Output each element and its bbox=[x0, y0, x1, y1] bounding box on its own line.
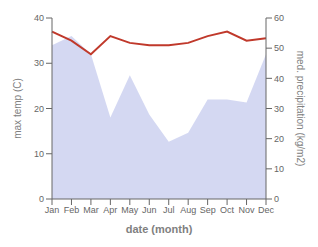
svg-text:max temp (C): max temp (C) bbox=[12, 78, 23, 139]
svg-text:40: 40 bbox=[34, 13, 44, 23]
svg-text:20: 20 bbox=[274, 134, 284, 144]
svg-text:40: 40 bbox=[274, 74, 284, 84]
svg-text:60: 60 bbox=[274, 13, 284, 23]
svg-text:Feb: Feb bbox=[64, 205, 80, 215]
svg-text:Jun: Jun bbox=[142, 205, 157, 215]
svg-text:Dec: Dec bbox=[258, 205, 275, 215]
svg-text:0: 0 bbox=[39, 194, 44, 204]
svg-text:50: 50 bbox=[274, 43, 284, 53]
svg-text:Jul: Jul bbox=[163, 205, 175, 215]
svg-text:20: 20 bbox=[34, 104, 44, 114]
svg-text:date (month): date (month) bbox=[126, 223, 193, 235]
svg-text:Aug: Aug bbox=[180, 205, 196, 215]
svg-text:10: 10 bbox=[274, 164, 284, 174]
svg-text:10: 10 bbox=[34, 149, 44, 159]
svg-text:30: 30 bbox=[274, 104, 284, 114]
svg-text:May: May bbox=[121, 205, 139, 215]
svg-text:0: 0 bbox=[274, 194, 279, 204]
svg-text:Jan: Jan bbox=[45, 205, 60, 215]
svg-text:Oct: Oct bbox=[220, 205, 235, 215]
svg-text:Mar: Mar bbox=[83, 205, 99, 215]
svg-text:med. precipitation (kg/m2): med. precipitation (kg/m2) bbox=[295, 51, 306, 167]
svg-text:Nov: Nov bbox=[239, 205, 256, 215]
svg-text:Apr: Apr bbox=[103, 205, 117, 215]
svg-text:30: 30 bbox=[34, 58, 44, 68]
svg-text:Sep: Sep bbox=[200, 205, 216, 215]
